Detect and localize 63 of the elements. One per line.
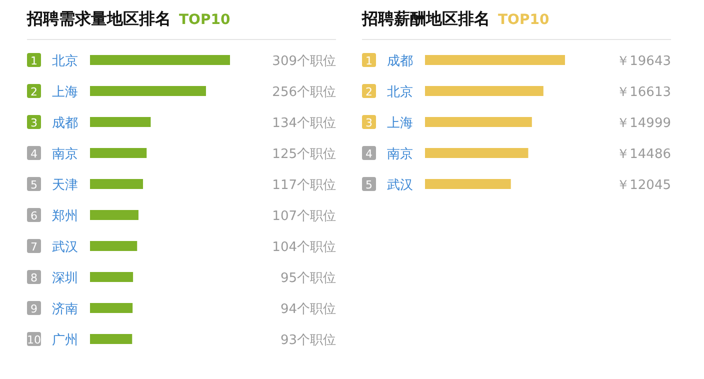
y-tick-label: 武汉	[387, 178, 413, 193]
bar	[425, 86, 544, 96]
text: 3	[30, 116, 38, 130]
bar	[90, 86, 206, 96]
bar	[90, 210, 138, 220]
text: 1	[366, 54, 372, 68]
data-label: 95个职位	[280, 271, 336, 286]
text: 8	[30, 272, 38, 284]
bar	[90, 148, 147, 158]
y-tick-label: 深圳	[52, 271, 78, 286]
bar	[425, 148, 528, 158]
bar	[425, 55, 565, 65]
y-tick-label: 上海	[52, 85, 78, 100]
data-label: 134个职位	[272, 116, 336, 131]
chart-subtitle: TOP10	[179, 12, 230, 28]
chart-title: 招聘需求量地区排名	[27, 9, 171, 28]
text: 6	[30, 210, 38, 222]
text: 4	[366, 148, 372, 160]
text: 9	[30, 302, 38, 316]
bar	[425, 179, 511, 189]
text: 2	[366, 86, 372, 98]
text: 7	[30, 240, 38, 254]
y-tick-label: 上海	[387, 116, 413, 131]
y-tick-label: 济南	[52, 302, 78, 317]
chart-subtitle: TOP10	[498, 12, 550, 28]
data-label: 104个职位	[272, 240, 336, 255]
text: 5	[366, 178, 372, 192]
data-label: 94个职位	[280, 302, 336, 317]
bar	[90, 303, 133, 313]
y-tick-label: 郑州	[52, 209, 78, 224]
bar	[90, 55, 230, 65]
y-tick-label: 北京	[387, 85, 413, 100]
y-tick-label: 武汉	[52, 240, 78, 255]
text: 4	[30, 148, 38, 160]
bar	[90, 179, 144, 189]
text: 5	[30, 178, 38, 192]
chart-title: 招聘薪酬地区排名	[362, 9, 490, 28]
y-tick-label: 成都	[52, 116, 78, 131]
data-label: ￥16613	[616, 85, 671, 100]
y-tick-label: 南京	[52, 147, 78, 162]
text: 3	[366, 116, 372, 130]
data-label: ￥14486	[616, 147, 671, 162]
data-label: 107个职位	[272, 209, 336, 224]
text: 2	[30, 86, 38, 98]
bar	[425, 117, 532, 127]
data-label: 125个职位	[272, 147, 336, 162]
data-label: 93个职位	[280, 333, 336, 348]
bar	[90, 272, 134, 282]
data-label: 309个职位	[272, 54, 336, 69]
y-tick-label: 广州	[52, 333, 78, 348]
data-label: ￥14999	[616, 116, 671, 131]
data-label: 256个职位	[272, 85, 336, 100]
bar	[90, 334, 132, 344]
bar	[90, 241, 138, 251]
data-label: ￥12045	[616, 178, 671, 193]
y-tick-label: 天津	[52, 178, 78, 193]
bar	[90, 117, 151, 127]
y-tick-label: 南京	[387, 147, 413, 162]
y-tick-label: 北京	[52, 54, 78, 69]
text: 1	[30, 54, 38, 68]
y-tick-label: 成都	[387, 54, 413, 69]
data-label: 117个职位	[272, 178, 336, 193]
data-label: ￥19643	[616, 54, 671, 69]
